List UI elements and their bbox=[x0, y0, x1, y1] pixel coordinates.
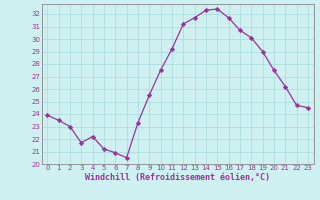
X-axis label: Windchill (Refroidissement éolien,°C): Windchill (Refroidissement éolien,°C) bbox=[85, 173, 270, 182]
